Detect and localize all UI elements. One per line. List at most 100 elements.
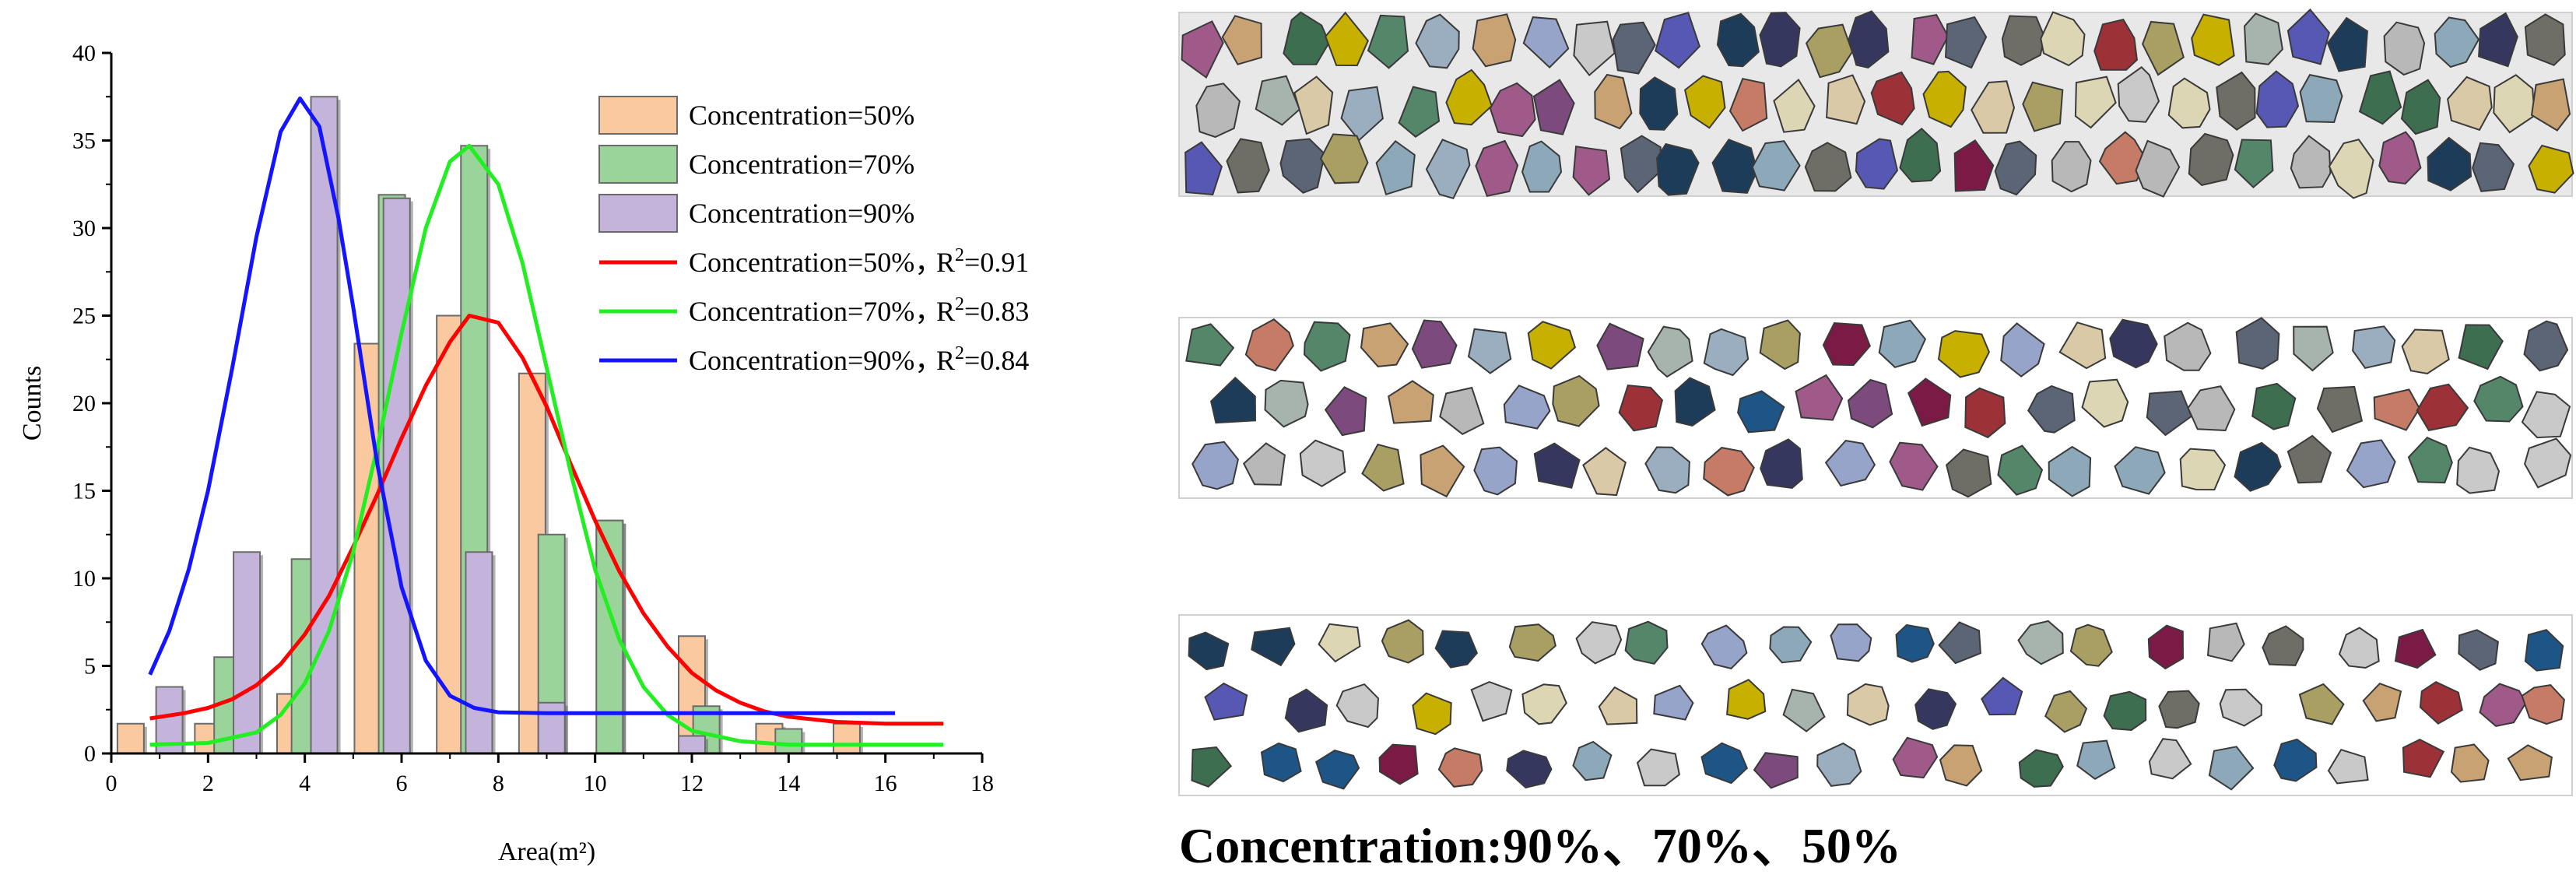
- aggregate-cell: [2401, 328, 2450, 375]
- voronoi-panel-70: [1178, 317, 2573, 499]
- aggregate-cell: [1388, 380, 1434, 424]
- y-tick-label: 0: [84, 741, 96, 767]
- aggregate-cell: [2098, 131, 2148, 185]
- aggregate-cell: [2373, 388, 2421, 431]
- aggregate-cell: [1728, 77, 1768, 132]
- aggregate-cell: [1398, 86, 1441, 138]
- aggregate-cell: [1636, 748, 1680, 787]
- aggregate-cell: [1656, 142, 1700, 196]
- aggregate-cell: [1283, 11, 1330, 65]
- aggregate-cell: [1773, 78, 1816, 133]
- aggregate-cell: [1804, 142, 1852, 192]
- aggregate-cell: [2158, 690, 2200, 729]
- aggregate-cell: [2352, 325, 2396, 370]
- aggregate-cell: [1315, 750, 1360, 790]
- aggregate-cell: [1805, 23, 1854, 79]
- aggregate-cell: [2117, 65, 2160, 123]
- aggregate-cell: [2478, 12, 2518, 68]
- aggregate-cell: [1759, 12, 1801, 68]
- aggregate-cell: [1335, 683, 1380, 729]
- aggregate-cell: [1911, 13, 1950, 65]
- y-tick-label: 40: [72, 40, 96, 66]
- aggregate-cell: [2135, 139, 2181, 198]
- aggregate-cell: [2528, 144, 2574, 194]
- aggregate-cell: [1624, 620, 1669, 665]
- aggregate-cell: [2081, 378, 2129, 428]
- aggregate-cell: [1711, 139, 1758, 194]
- aggregate-cell: [1572, 146, 1611, 196]
- aggregate-cell: [2338, 627, 2380, 669]
- aggregate-cell: [2109, 318, 2158, 369]
- legend-label: Concentration=50%: [689, 100, 914, 131]
- aggregate-cell: [1826, 74, 1866, 125]
- aggregate-cell: [2316, 385, 2364, 434]
- bar: [116, 722, 145, 754]
- aggregate-cell: [1521, 683, 1567, 725]
- legend-swatch: [598, 96, 678, 135]
- aggregate-cell: [1279, 138, 1326, 194]
- aggregate-cell: [2262, 625, 2304, 666]
- aggregate-cell: [2456, 446, 2501, 494]
- bar: [537, 701, 566, 754]
- aggregate-cell: [1434, 630, 1479, 669]
- aggregate-cell: [2058, 321, 2107, 370]
- aggregate-cell: [2244, 12, 2283, 65]
- aggregate-cell: [2076, 739, 2116, 780]
- aggregate-cell: [1937, 330, 1991, 378]
- aggregate-cell: [2521, 684, 2565, 725]
- aggregate-cell: [2362, 683, 2402, 722]
- voronoi-panel-50: [1178, 614, 2573, 796]
- aggregate-cell: [1489, 82, 1536, 138]
- legend-r2: R2=0.83: [936, 294, 1029, 327]
- aggregate-cell: [1324, 386, 1367, 437]
- aggregate-cell: [1575, 621, 1623, 665]
- aggregate-cell: [1700, 624, 1748, 670]
- aggregate-cell: [1340, 86, 1384, 142]
- aggregate-cell: [1848, 10, 1890, 68]
- aggregate-cell: [1753, 752, 1799, 789]
- aggregate-cell: [1846, 683, 1890, 726]
- aggregate-cell: [2447, 76, 2493, 132]
- voronoi-panel-90: [1178, 8, 2574, 199]
- bar: [436, 314, 465, 754]
- aggregate-cell: [1191, 441, 1239, 490]
- aggregate-cell: [2235, 317, 2280, 370]
- aggregate-cell: [1847, 378, 1893, 429]
- aggregate-cell: [1299, 439, 1346, 487]
- aggregate-cell: [1303, 321, 1351, 372]
- aggregate-cell: [2378, 131, 2422, 185]
- aggregate-cell: [1914, 688, 1957, 730]
- aggregate-cell: [1420, 444, 1465, 498]
- aggregate-cell: [1472, 13, 1517, 68]
- x-tick-label: 14: [777, 771, 800, 796]
- x-tick-label: 12: [680, 771, 704, 796]
- legend-label: Concentration=50%，: [689, 247, 942, 278]
- aggregate-cell: [2293, 325, 2334, 372]
- aggregate-cell: [2146, 390, 2193, 437]
- aggregate-cell: [2326, 16, 2368, 72]
- aggregate-cell: [1508, 623, 1556, 662]
- aggregate-cell: [2188, 132, 2234, 186]
- aggregate-cell: [2450, 743, 2490, 783]
- aggregate-cell: [2001, 15, 2046, 66]
- aggregate-cell: [2458, 324, 2504, 370]
- legend-r2: R2=0.91: [936, 245, 1029, 278]
- aggregate-cell: [1816, 742, 1862, 787]
- aggregate-cell: [2472, 142, 2515, 192]
- aggregate-cell: [2286, 434, 2332, 484]
- y-tick-label: 35: [72, 128, 96, 154]
- axes-group: 0 2 4 6 8 10 12 14 16 18 0 5 10 15 20 25 30 35 40 Area(m²) C…: [18, 40, 994, 866]
- aggregate-cell: [1644, 446, 1690, 494]
- legend-label: Concentration=90%，: [689, 345, 942, 376]
- aggregate-cell: [1759, 319, 1801, 370]
- aggregate-cell: [1437, 747, 1483, 788]
- aggregate-cell: [1674, 377, 1716, 427]
- aggregate-cell: [1425, 139, 1471, 199]
- aggregate-cell: [2298, 683, 2345, 725]
- aggregate-cell: [1375, 139, 1416, 196]
- aggregate-cell: [1997, 444, 2044, 496]
- x-tick-label: 16: [874, 771, 897, 796]
- y-tick-label: 30: [72, 216, 96, 241]
- aggregate-cell: [2530, 78, 2571, 132]
- aggregate-cell: [1870, 71, 1915, 126]
